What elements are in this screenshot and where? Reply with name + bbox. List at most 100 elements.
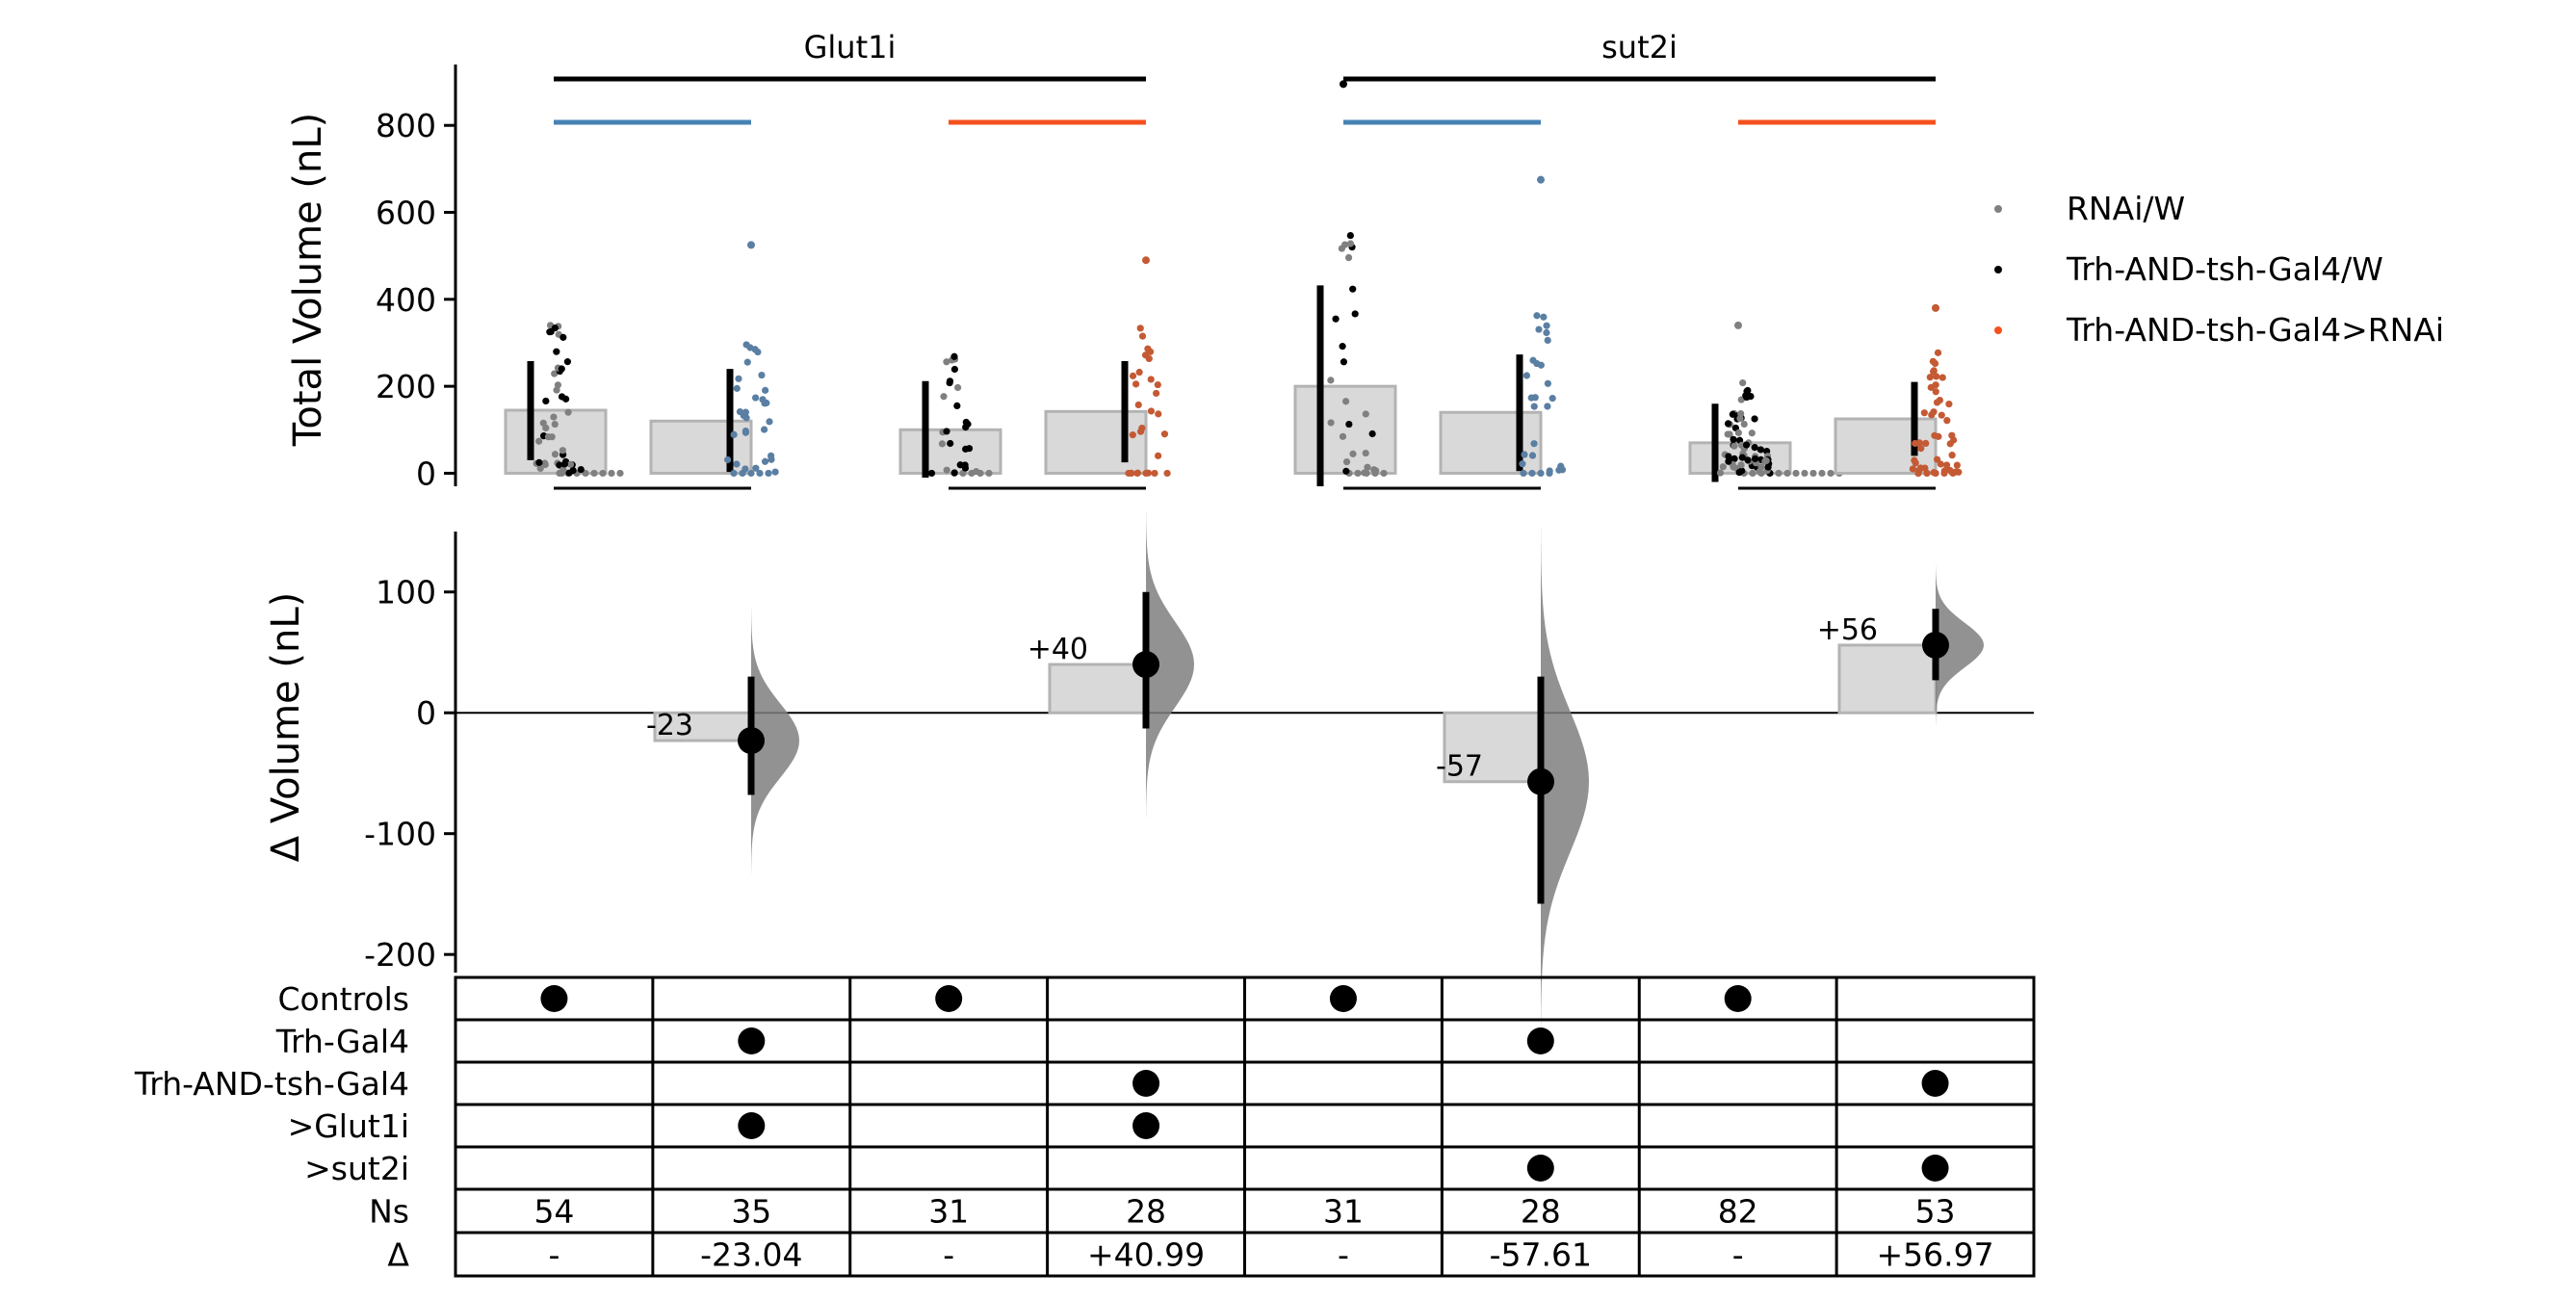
swarm-point: [1739, 378, 1747, 387]
swarm-point: [943, 428, 950, 435]
swarm-point: [1932, 388, 1939, 396]
swarm-point: [1537, 175, 1545, 184]
swarm-point: [1546, 467, 1553, 475]
swarm-point: [1737, 396, 1745, 403]
swarm-point: [1932, 303, 1939, 312]
swarm-point: [954, 383, 962, 392]
table-row-label: Ns: [369, 1193, 409, 1231]
swarm-point: [1929, 357, 1937, 365]
table-n-value: 54: [533, 1193, 574, 1231]
swarm-point: [1544, 403, 1551, 410]
swarm-point: [985, 469, 993, 478]
swarm-point: [1349, 450, 1357, 457]
top-y-tick-label: 800: [376, 107, 436, 144]
swarm-point: [1756, 446, 1764, 454]
swarm-point: [950, 469, 958, 477]
swarm-point: [1827, 469, 1834, 478]
swarm-point: [1354, 469, 1362, 478]
swarm-point: [554, 381, 562, 389]
swarm-point: [599, 469, 607, 478]
table-delta-value: -: [943, 1236, 954, 1274]
swarm-point: [1953, 461, 1961, 469]
swarm-point: [965, 445, 974, 453]
table-n-value: 28: [1126, 1193, 1166, 1231]
swarm-point: [1528, 469, 1536, 478]
swarm-point: [1134, 401, 1142, 409]
table-dot: [1132, 1070, 1160, 1097]
swarm-point: [1917, 445, 1925, 453]
swarm-point: [559, 466, 567, 474]
swarm-point: [1147, 376, 1155, 383]
delta-point: [1922, 631, 1949, 659]
table-delta-value: +56.97: [1877, 1236, 1994, 1274]
swarm-point: [1548, 395, 1556, 403]
table-delta-value: -: [1338, 1236, 1349, 1274]
swarm-point: [959, 469, 967, 478]
swarm-point: [1132, 380, 1140, 388]
swarm-point: [1734, 321, 1742, 329]
swarm-point: [1380, 469, 1388, 478]
swarm-point: [1730, 455, 1738, 463]
table-n-value: 28: [1521, 1193, 1561, 1231]
swarm-point: [1327, 419, 1335, 427]
table-delta-value: -: [548, 1236, 559, 1274]
bottom-y-tick-label: -200: [364, 936, 436, 974]
swarm-point: [1163, 469, 1171, 478]
table-row-label: >Glut1i: [288, 1107, 409, 1145]
bottom-y-tick-label: -100: [364, 816, 436, 853]
swarm-point: [766, 418, 773, 426]
swarm-point: [1938, 411, 1945, 419]
swarm-point: [953, 402, 961, 410]
swarm-point: [1716, 469, 1725, 477]
swarm-point: [1809, 469, 1817, 478]
swarm-point: [1327, 377, 1335, 384]
top-y-tick-label: 400: [376, 281, 436, 319]
table-dot: [1132, 1112, 1160, 1139]
swarm-point: [1528, 452, 1537, 459]
swarm-point: [1719, 463, 1727, 471]
swarm-point: [747, 241, 755, 249]
swarm-point: [1737, 461, 1745, 469]
swarm-point: [1757, 463, 1765, 471]
legend-marker: [1994, 205, 2002, 213]
swarm-point: [1153, 389, 1160, 398]
table-dot: [1921, 1070, 1949, 1097]
swarm-point: [940, 393, 948, 401]
swarm-point: [1155, 452, 1162, 459]
swarm-point: [758, 371, 766, 379]
swarm-point: [1544, 379, 1551, 387]
swarm-point: [551, 370, 559, 377]
swarm-point: [1744, 456, 1752, 464]
legend-entry: RNAi/W: [2067, 190, 2185, 227]
swarm-point: [1943, 417, 1951, 425]
swarm-point: [564, 408, 572, 416]
swarm-point: [1531, 394, 1539, 402]
swarm-point: [730, 469, 738, 478]
swarm-point: [1926, 374, 1934, 381]
swarm-point: [1368, 429, 1376, 438]
swarm-point: [1340, 80, 1347, 89]
swarm-point: [1748, 429, 1756, 437]
swarm-point: [1730, 442, 1738, 450]
swarm-point: [1138, 425, 1146, 432]
table-dot: [540, 985, 568, 1012]
swarm-point: [950, 352, 958, 360]
swarm-point: [1370, 466, 1378, 474]
swarm-point: [1345, 420, 1353, 429]
table-dot: [738, 1112, 766, 1139]
swarm-point: [742, 408, 749, 416]
swarm-point: [559, 447, 566, 455]
swarm-point: [730, 430, 738, 438]
swarm-point: [1135, 368, 1143, 377]
swarm-point: [1724, 430, 1731, 438]
swarm-point: [1764, 463, 1772, 471]
swarm-point: [761, 457, 769, 465]
swarm-point: [1936, 397, 1944, 404]
swarm-point: [1911, 456, 1918, 464]
swarm-point: [1362, 449, 1369, 457]
swarm-point: [747, 469, 755, 478]
swarm-point: [1144, 345, 1152, 352]
swarm-point: [1916, 464, 1925, 472]
swarm-point: [1738, 454, 1746, 461]
